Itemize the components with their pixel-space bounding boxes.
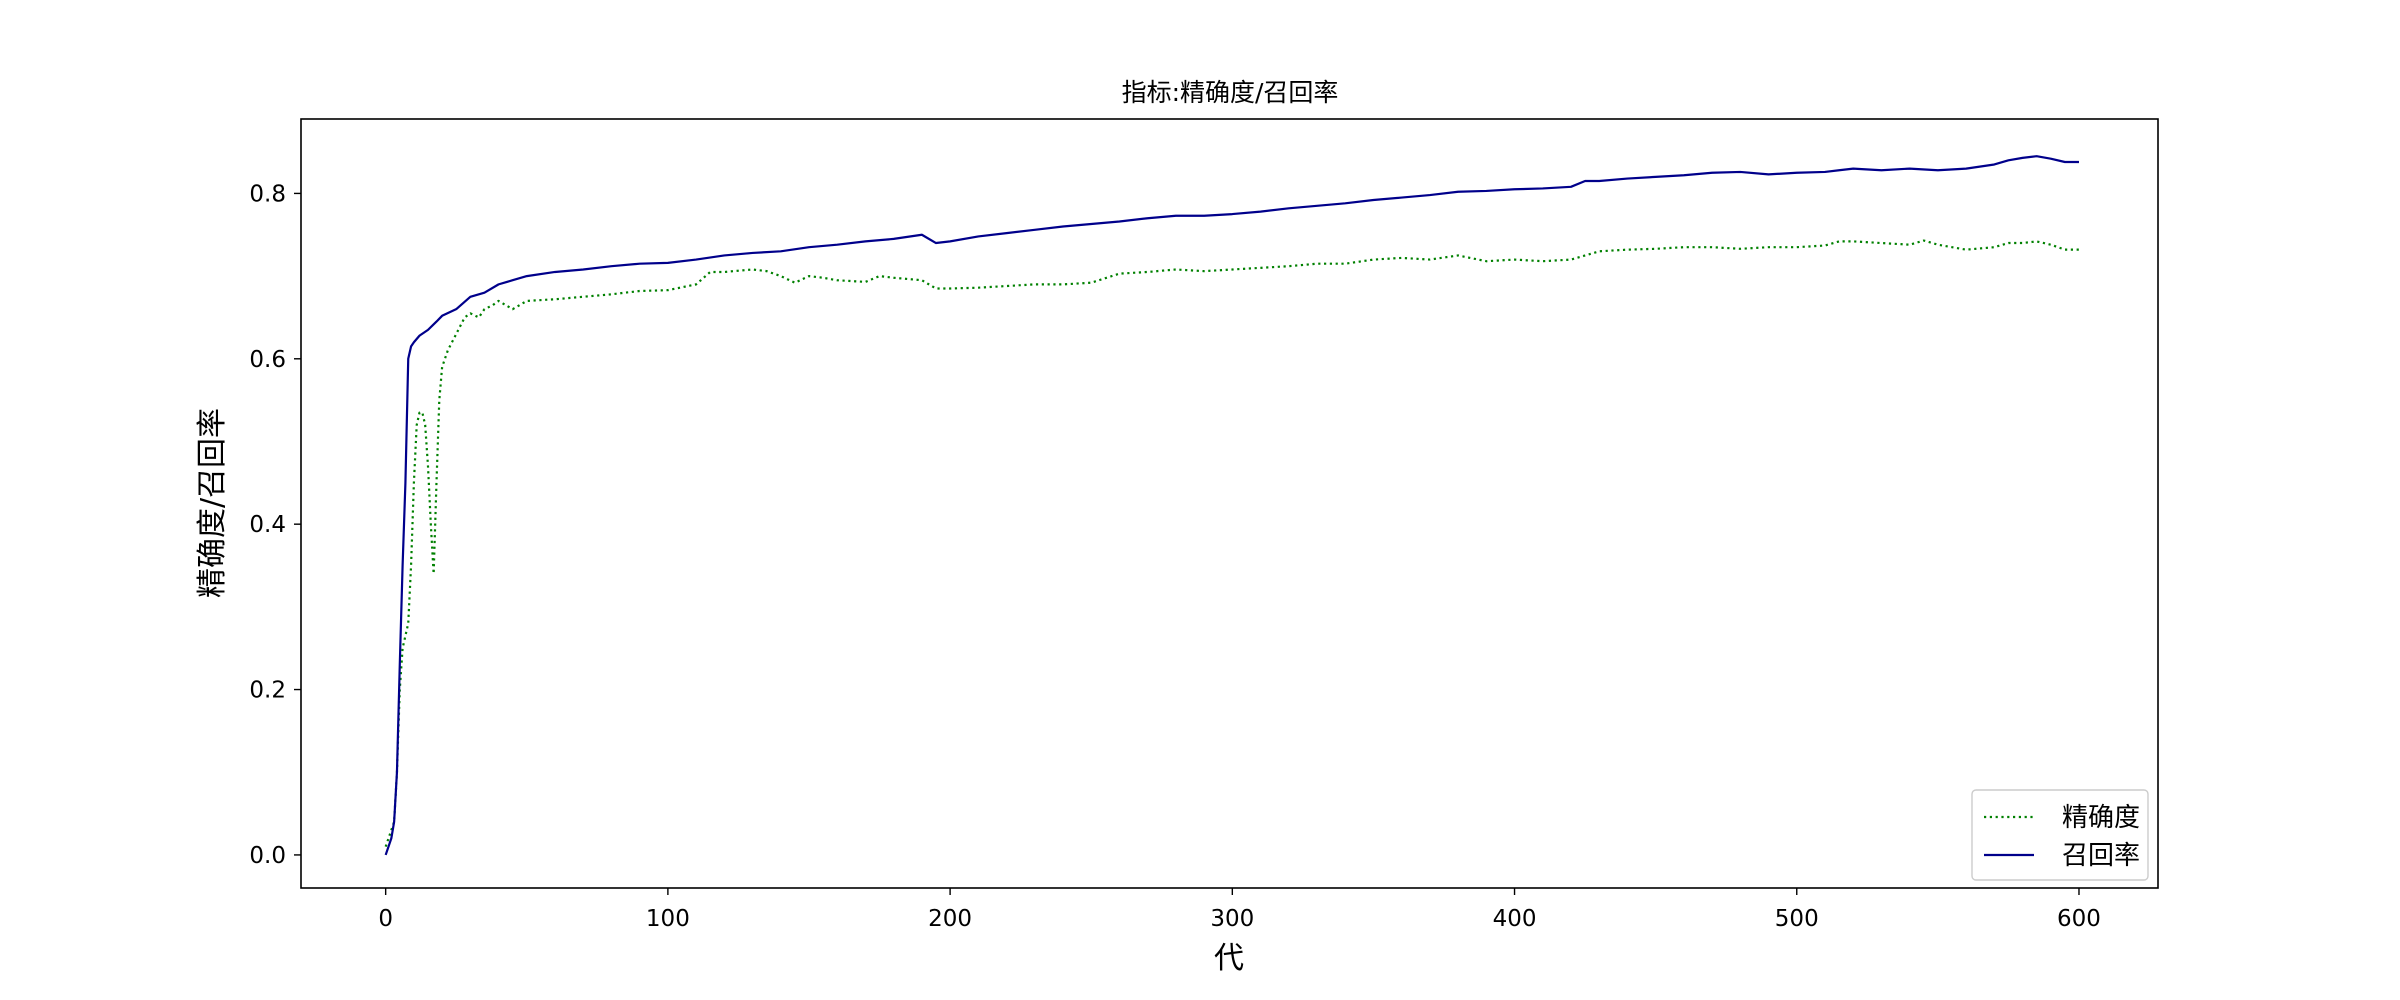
chart-title: 指标:精确度/召回率 — [1122, 78, 1339, 107]
y-axis-title: 精确度/召回率 — [195, 408, 230, 598]
legend-label: 召回率 — [2062, 841, 2140, 871]
y-axis: 0.0 0.2 0.4 0.6 0.8 — [249, 181, 301, 869]
legend-box — [1971, 789, 2149, 881]
x-tick-label: 100 — [646, 906, 690, 932]
y-tick-label: 0.2 — [249, 678, 286, 704]
series-line-recall — [384, 155, 2079, 856]
y-tick-label: 0.4 — [249, 512, 286, 538]
x-axis-title: 代 — [1214, 941, 1244, 976]
plot-frame — [300, 118, 2159, 889]
x-tick-label: 0 — [378, 906, 393, 932]
x-tick-label: 400 — [1493, 906, 1537, 932]
y-tick-label: 0.0 — [249, 843, 286, 869]
x-tick-label: 200 — [928, 906, 972, 932]
y-tick-label: 0.8 — [249, 181, 286, 207]
x-axis: 0 100 200 300 400 500 600 — [378, 888, 2101, 932]
y-tick-label: 0.6 — [249, 347, 286, 373]
series-layer — [384, 155, 2079, 856]
x-tick-label: 500 — [1775, 906, 1819, 932]
x-tick-label: 300 — [1210, 906, 1254, 932]
legend-label: 精确度 — [2062, 803, 2140, 833]
x-tick-label: 600 — [2057, 906, 2101, 932]
series-line-precision — [384, 239, 2079, 848]
